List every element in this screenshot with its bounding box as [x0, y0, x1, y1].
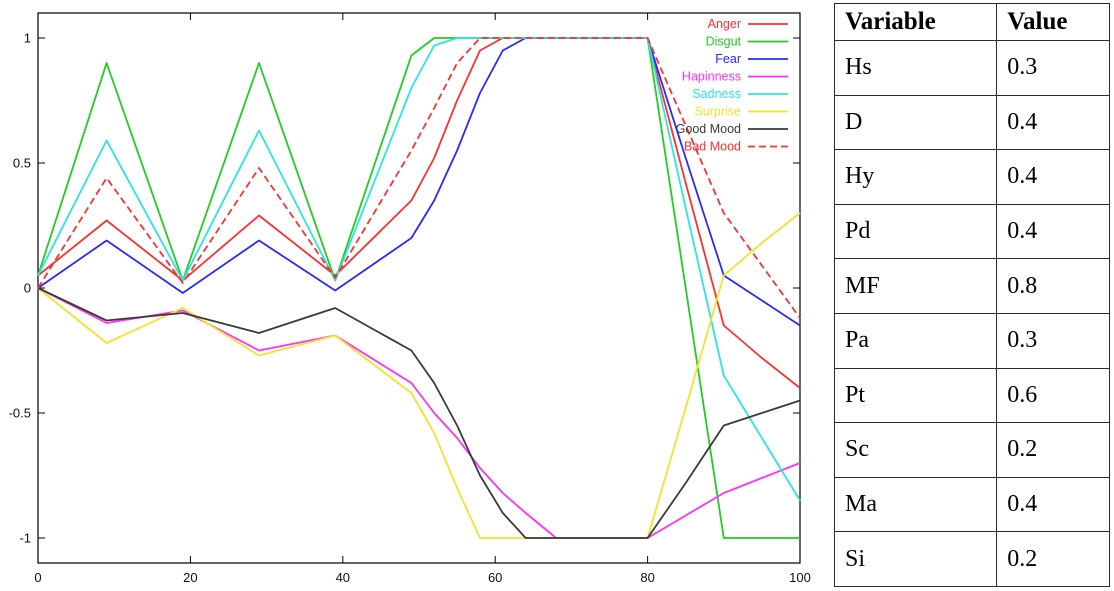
value-cell: 0.3 — [996, 40, 1110, 96]
series-line-disgut — [37, 37, 800, 539]
table-header-value: Value — [996, 3, 1110, 41]
series-line-fear — [37, 37, 801, 327]
x-tick-label: 60 — [488, 570, 502, 585]
variable-cell: Hs — [833, 40, 998, 96]
y-tick-label: 1 — [24, 31, 31, 46]
legend-label-disgut: Disgut — [706, 35, 742, 49]
legend-label-bad-mood: Bad Mood — [684, 140, 741, 154]
value-cell: 0.2 — [996, 422, 1110, 478]
emotion-chart-panel: 0 20 40 60 80 100 -1 -0.5 0 0.5 1 Anger Disgut Fear Ha… — [9, 12, 811, 585]
variable-cell: Sc — [833, 422, 998, 478]
x-tick-label: 80 — [640, 570, 654, 585]
y-tick-label: -1 — [19, 531, 31, 546]
table-row: Sc 0.2 — [833, 422, 1110, 478]
y-tick-label: -0.5 — [9, 406, 31, 421]
x-tick-label: 0 — [34, 570, 41, 585]
variable-cell: Pa — [833, 312, 998, 369]
value-cell: 0.4 — [996, 94, 1110, 151]
series-line-surprise — [37, 212, 801, 539]
value-cell: 0.6 — [996, 367, 1110, 424]
x-tick-label: 40 — [336, 570, 350, 585]
table-row: Si 0.2 — [833, 531, 1110, 587]
x-tick-label: 100 — [789, 570, 811, 585]
table-row: Pt 0.6 — [833, 367, 1110, 424]
value-cell: 0.3 — [996, 312, 1110, 369]
table-row: Hs 0.3 — [833, 40, 1110, 96]
legend-label-hapinness: Hapinness — [682, 70, 741, 84]
legend-label-surprise: Surprise — [694, 105, 741, 119]
variable-cell: D — [833, 94, 998, 151]
value-cell: 0.4 — [996, 203, 1110, 260]
series-line-anger — [37, 37, 801, 389]
table-row: MF 0.8 — [833, 258, 1110, 314]
emotion-line-chart: 0 20 40 60 80 100 -1 -0.5 0 0.5 1 Anger Disgut Fear Ha… — [9, 12, 811, 585]
legend-label-sadness: Sadness — [692, 87, 741, 101]
variable-cell: Pt — [833, 367, 998, 424]
value-cell: 0.8 — [996, 258, 1110, 314]
table-row: Pd 0.4 — [833, 203, 1110, 260]
variable-table: Variable Value Hs 0.3 D 0.4 Hy 0.4 Pd 0.4 MF 0.8 P… — [833, 3, 1110, 587]
series-line-sadness — [37, 37, 801, 501]
y-tick-label: 0 — [24, 281, 31, 296]
table-row: Ma 0.4 — [833, 476, 1110, 533]
series-line-hapinness — [37, 287, 801, 539]
variable-cell: Pd — [833, 203, 998, 260]
legend-label-anger: Anger — [708, 17, 741, 31]
y-tick-label: 0.5 — [13, 156, 31, 171]
variable-cell: Si — [833, 531, 998, 587]
table-row: D 0.4 — [833, 94, 1110, 151]
table-body: Hs 0.3 D 0.4 Hy 0.4 Pd 0.4 MF 0.8 Pa 0.3 Pt 0.6 Sc 0.2 M… — [833, 40, 1110, 587]
value-cell: 0.4 — [996, 476, 1110, 533]
value-cell: 0.2 — [996, 531, 1110, 587]
legend-label-fear: Fear — [715, 52, 741, 66]
table-header-variable: Variable — [833, 3, 998, 41]
table-header-row: Variable Value — [833, 3, 1110, 41]
series-line-good-mood — [37, 287, 801, 539]
variable-cell: Ma — [833, 476, 998, 533]
value-cell: 0.4 — [996, 149, 1110, 205]
table-row: Pa 0.3 — [833, 312, 1110, 369]
x-tick-label: 20 — [183, 570, 197, 585]
variable-cell: MF — [833, 258, 998, 314]
legend-label-good-mood: Good Mood — [676, 122, 741, 136]
variable-cell: Hy — [833, 149, 998, 205]
table-row: Hy 0.4 — [833, 149, 1110, 205]
variable-table-panel: Variable Value Hs 0.3 D 0.4 Hy 0.4 Pd 0.4 MF 0.8 P… — [820, 0, 1114, 591]
